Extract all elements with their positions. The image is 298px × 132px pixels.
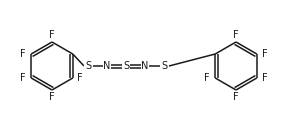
Text: F: F [49,30,55,40]
Text: S: S [123,61,129,71]
Text: F: F [204,73,210,83]
Text: F: F [77,73,83,83]
Text: S: S [85,61,91,71]
Text: N: N [103,61,111,71]
Text: F: F [262,73,268,83]
Text: F: F [20,73,26,83]
Text: F: F [233,92,239,102]
Text: F: F [20,49,26,59]
Text: N: N [141,61,149,71]
Text: F: F [262,49,268,59]
Text: S: S [161,61,167,71]
Text: F: F [233,30,239,40]
Text: F: F [49,92,55,102]
